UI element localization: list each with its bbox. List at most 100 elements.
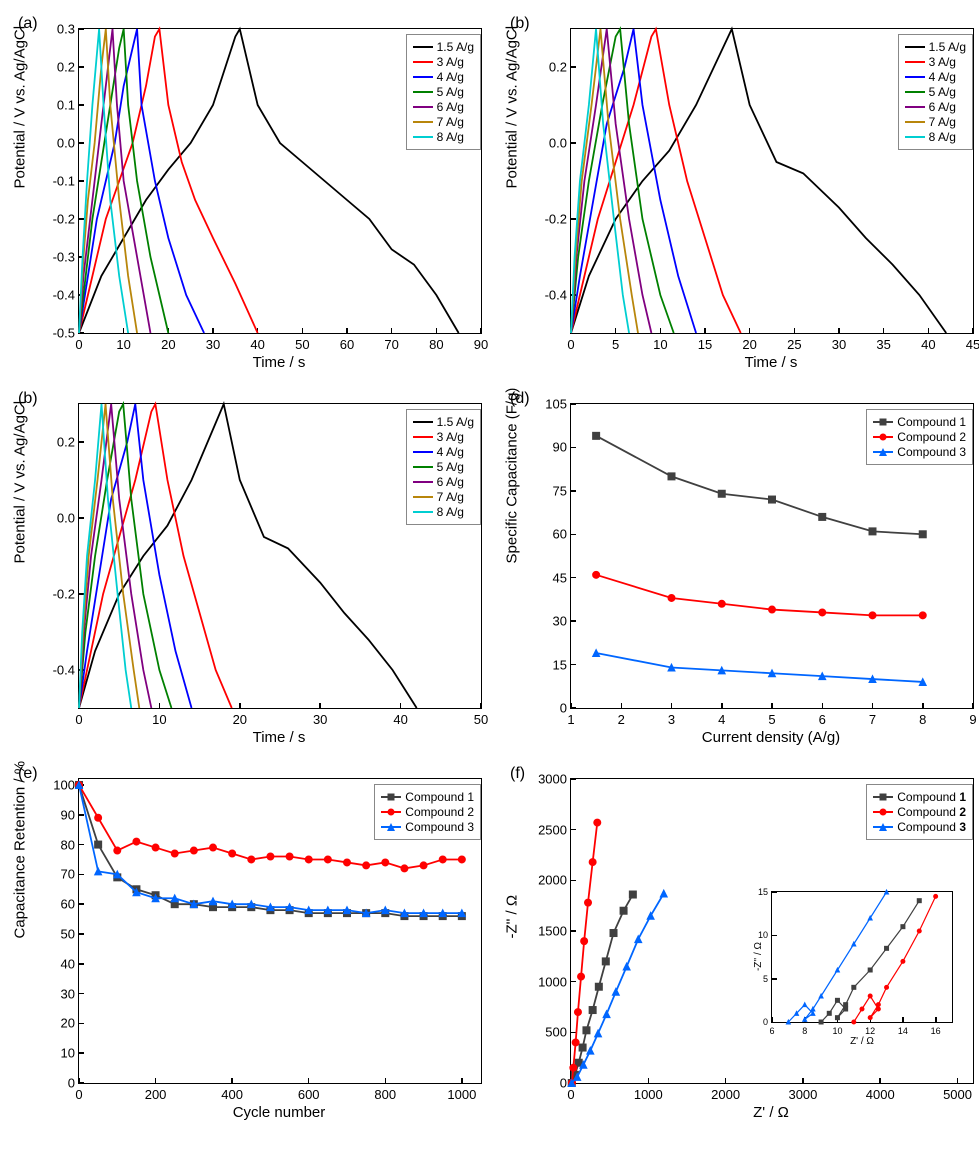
panel-label-c: (b) <box>18 390 38 408</box>
legend-label: 3 A/g <box>437 55 464 69</box>
ytick: 2000 <box>538 873 571 888</box>
xtick: 9 <box>969 708 976 727</box>
ytick: -0.4 <box>545 288 571 303</box>
ytick: 40 <box>61 956 79 971</box>
ytick: 90 <box>553 440 571 455</box>
xtick: 35 <box>876 333 890 352</box>
ytick: 0 <box>560 701 571 716</box>
ytick: 0.3 <box>57 22 79 37</box>
ytick: 15 <box>553 657 571 672</box>
xtick: 90 <box>474 333 488 352</box>
ytick: 60 <box>61 897 79 912</box>
legend-label: 7 A/g <box>437 490 464 504</box>
xtick: 3 <box>668 708 675 727</box>
xtick: 40 <box>393 708 407 727</box>
ytick: 0.2 <box>57 435 79 450</box>
legend-b: 1.5 A/g3 A/g4 A/g5 A/g6 A/g7 A/g8 A/g <box>898 34 973 150</box>
xtick: 2000 <box>711 1083 740 1102</box>
xtick: 80 <box>429 333 443 352</box>
legend-label: 4 A/g <box>437 70 464 84</box>
legend-label: Compound 1 <box>405 790 474 804</box>
ytick: -0.2 <box>545 212 571 227</box>
inset-ylabel: -Z'' / Ω <box>753 942 764 971</box>
xtick: 50 <box>295 333 309 352</box>
ytick: -0.5 <box>53 326 79 341</box>
ytick: 0.2 <box>57 60 79 75</box>
xtick: 15 <box>698 333 712 352</box>
legend-label: 8 A/g <box>929 130 956 144</box>
xlabel-a: Time / s <box>78 354 480 371</box>
xtick: 8 <box>919 708 926 727</box>
panel-label-a: (a) <box>18 15 38 33</box>
ytick: 50 <box>61 926 79 941</box>
ytick: -0.2 <box>53 212 79 227</box>
xtick: 1000 <box>447 1083 476 1102</box>
ytick: 80 <box>61 837 79 852</box>
ytick: 45 <box>553 570 571 585</box>
xlabel-b: Time / s <box>570 354 972 371</box>
xtick: 3000 <box>788 1083 817 1102</box>
panel-label-d: (d) <box>510 390 530 408</box>
legend-label: 8 A/g <box>437 505 464 519</box>
legend-label: 3 A/g <box>929 55 956 69</box>
ytick: 0.1 <box>57 98 79 113</box>
ytick: 20 <box>61 1016 79 1031</box>
ytick: 0.0 <box>57 136 79 151</box>
xtick: 60 <box>340 333 354 352</box>
legend-label: 7 A/g <box>929 115 956 129</box>
panel-c: (b)01020304050-0.4-0.20.00.2Potential / … <box>10 385 497 755</box>
xtick: 1000 <box>634 1083 663 1102</box>
xtick: 4000 <box>866 1083 895 1102</box>
legend-label: 1.5 A/g <box>929 40 966 54</box>
ytick: 75 <box>553 483 571 498</box>
ytick: 2500 <box>538 822 571 837</box>
ytick: 0 <box>68 1076 79 1091</box>
ytick: 0.0 <box>57 511 79 526</box>
legend-f: Compound 1Compound 2Compound 3 <box>866 784 973 840</box>
xtick: 7 <box>869 708 876 727</box>
inset-xlabel: Z' / Ω <box>772 1036 952 1047</box>
ytick: 1000 <box>538 974 571 989</box>
inset-f: 6810121416051015Z' / Ω-Z'' / Ω <box>771 891 953 1023</box>
xlabel-c: Time / s <box>78 729 480 746</box>
ytick: -0.4 <box>53 288 79 303</box>
xtick: 10 <box>152 708 166 727</box>
legend-c: 1.5 A/g3 A/g4 A/g5 A/g6 A/g7 A/g8 A/g <box>406 409 481 525</box>
xtick: 20 <box>233 708 247 727</box>
xlabel-f: Z' / Ω <box>570 1104 972 1121</box>
ytick: 3000 <box>538 772 571 787</box>
legend-label: Compound 3 <box>897 820 966 834</box>
legend-label: 6 A/g <box>437 475 464 489</box>
xtick: 6 <box>819 708 826 727</box>
xtick: 800 <box>374 1083 396 1102</box>
xtick: 10 <box>653 333 667 352</box>
xtick: 5 <box>768 708 775 727</box>
panel-label-f: (f) <box>510 765 525 783</box>
ytick: 90 <box>61 807 79 822</box>
xtick: 20 <box>742 333 756 352</box>
legend-label: Compound 2 <box>405 805 474 819</box>
xtick: 30 <box>313 708 327 727</box>
xtick: 40 <box>250 333 264 352</box>
legend-label: 1.5 A/g <box>437 415 474 429</box>
xlabel-e: Cycle number <box>78 1104 480 1121</box>
xtick: 0 <box>567 333 574 352</box>
xtick: 50 <box>474 708 488 727</box>
xtick: 2 <box>618 708 625 727</box>
xtick: 600 <box>298 1083 320 1102</box>
ytick: -0.3 <box>53 250 79 265</box>
legend-label: Compound 1 <box>897 790 966 804</box>
legend-label: Compound 2 <box>897 805 966 819</box>
xtick: 10 <box>116 333 130 352</box>
legend-label: Compound 2 <box>897 430 966 444</box>
legend-label: 5 A/g <box>437 85 464 99</box>
xlabel-d: Current density (A/g) <box>570 729 972 746</box>
legend-label: 4 A/g <box>437 445 464 459</box>
ytick: -0.2 <box>53 587 79 602</box>
xtick: 0 <box>75 708 82 727</box>
ytick: 60 <box>553 527 571 542</box>
ytick: 70 <box>61 867 79 882</box>
ytick: 10 <box>61 1046 79 1061</box>
legend-label: Compound 1 <box>897 415 966 429</box>
xtick: 45 <box>966 333 979 352</box>
